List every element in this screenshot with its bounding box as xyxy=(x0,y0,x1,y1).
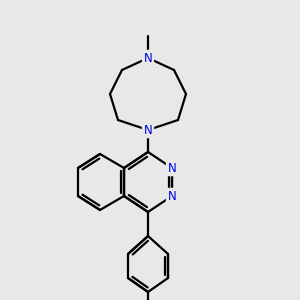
Text: N: N xyxy=(144,124,152,136)
Text: N: N xyxy=(168,190,176,202)
Text: N: N xyxy=(168,161,176,175)
Text: N: N xyxy=(144,52,152,64)
